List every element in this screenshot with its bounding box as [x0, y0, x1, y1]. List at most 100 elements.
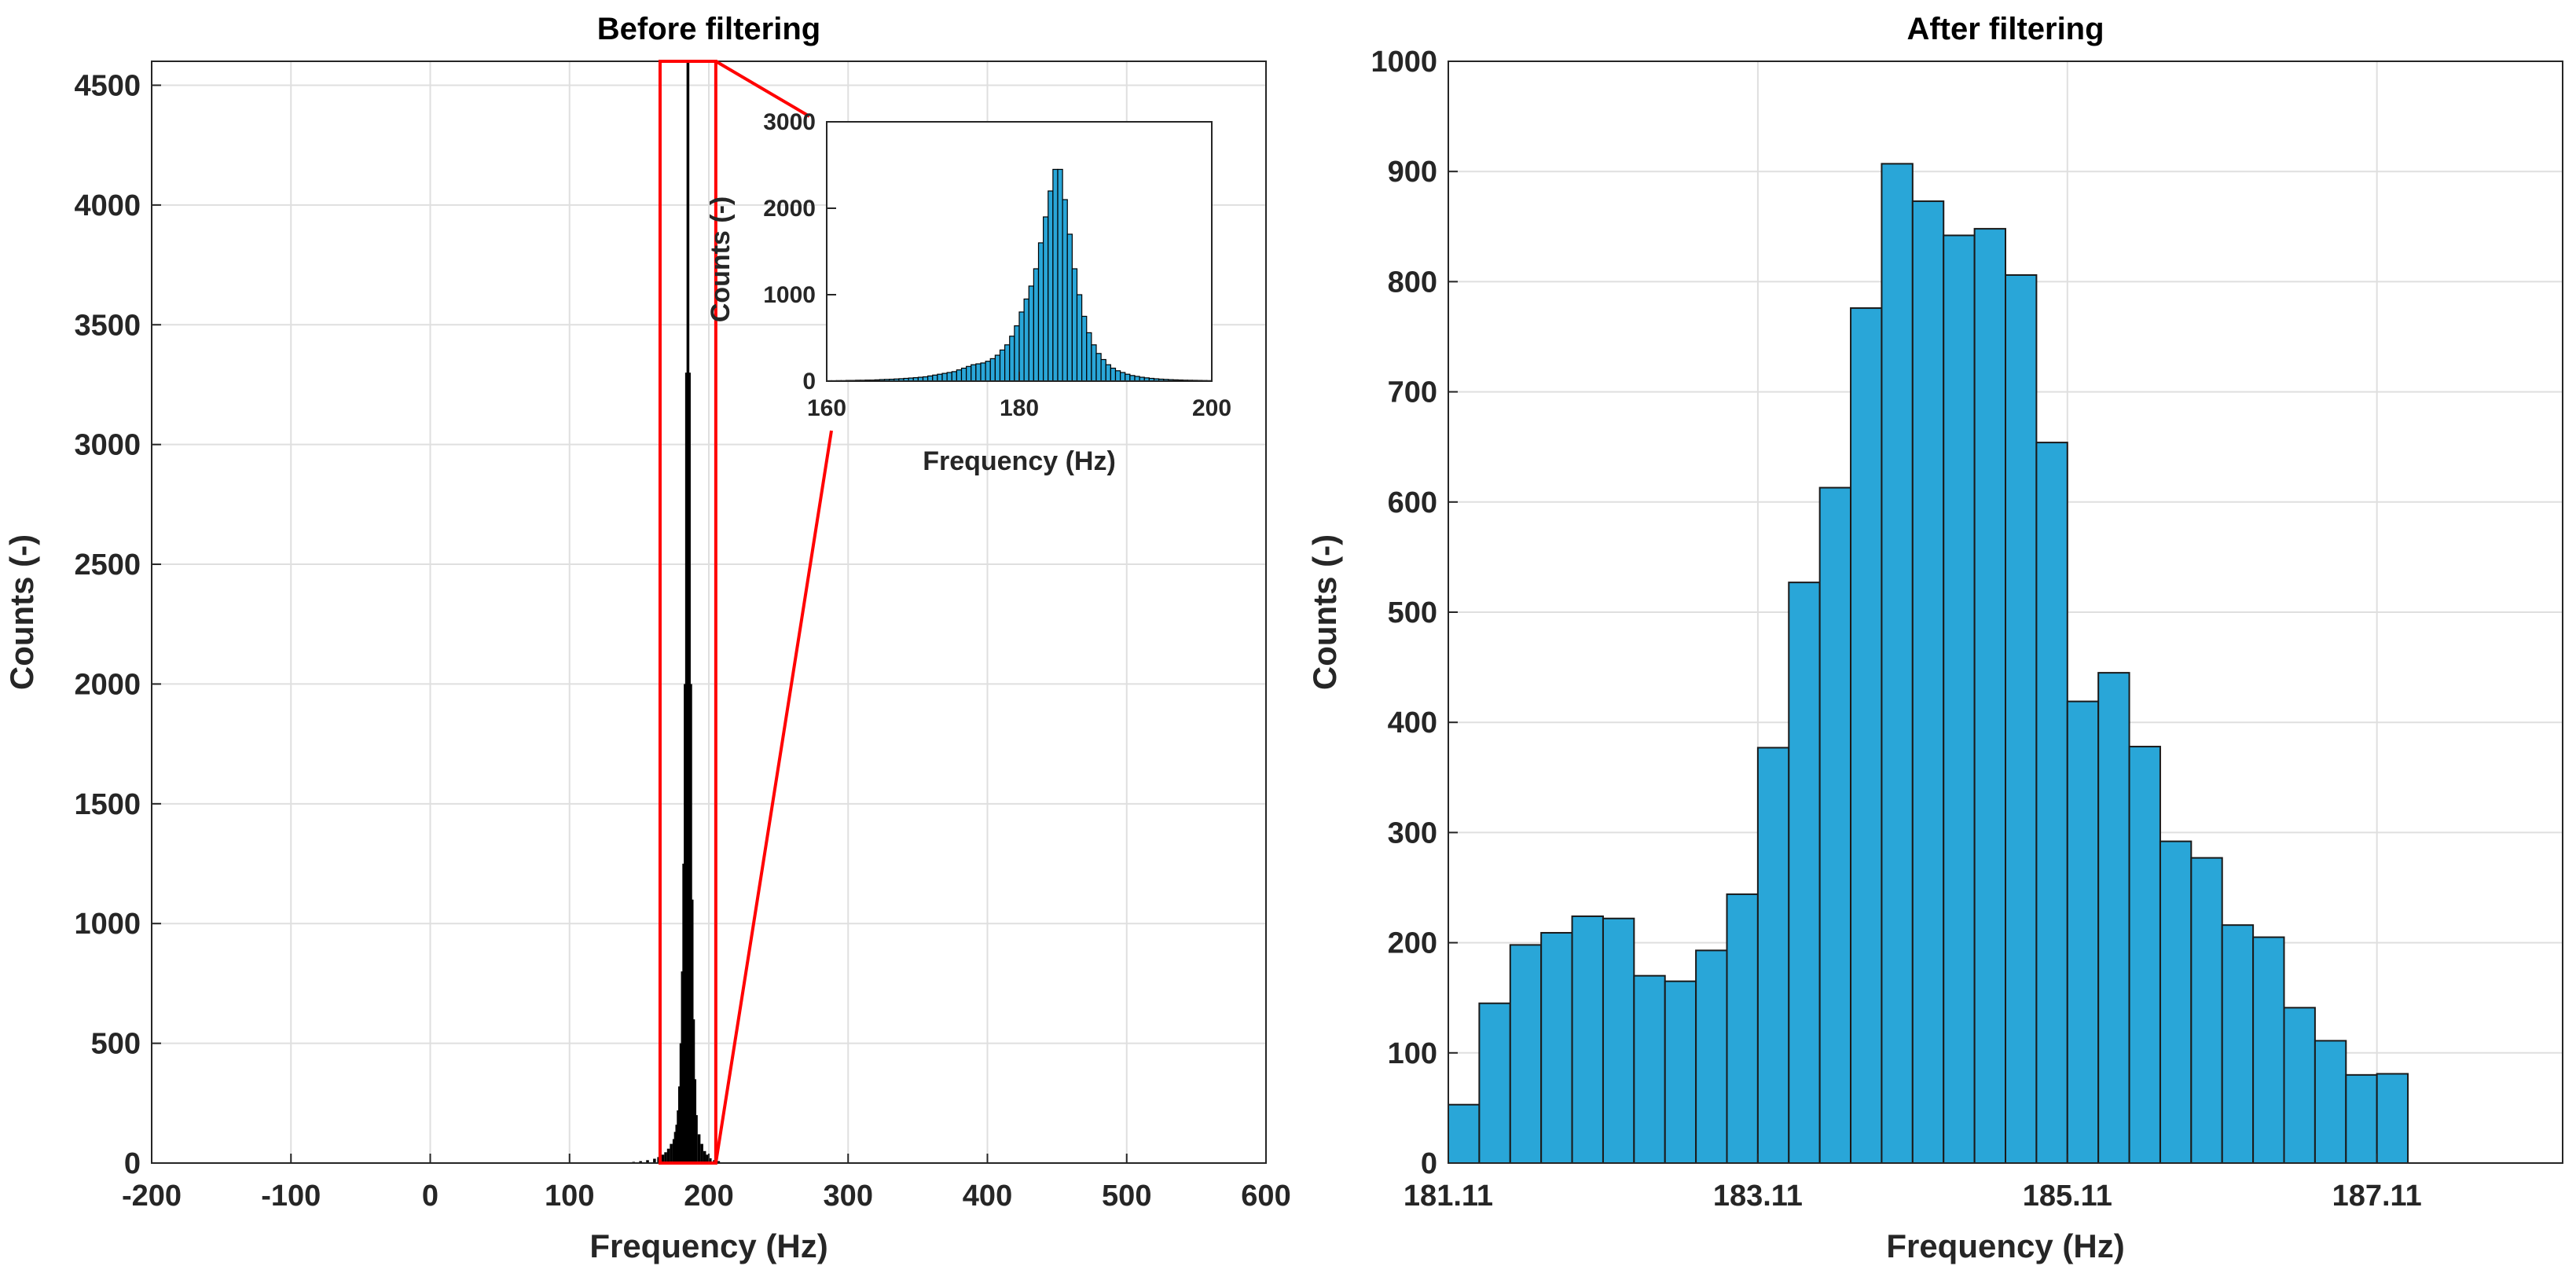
- y-tick-label: 3000: [763, 109, 816, 135]
- y-tick-label: 600: [1388, 486, 1437, 519]
- inset-bar: [1076, 294, 1083, 382]
- right-bar: [2159, 840, 2193, 1164]
- x-tick-label: 181.11: [1404, 1180, 1493, 1213]
- right-y-axis-label: Counts (-): [1306, 534, 1343, 690]
- right-bar: [1756, 747, 1790, 1164]
- right-bar: [2128, 746, 2161, 1164]
- x-tick-label: 400: [963, 1180, 1012, 1213]
- inset-x-tick-labels: 160 180 200: [807, 372, 1231, 421]
- inset-bar: [994, 354, 1001, 382]
- y-tick-label: 0: [124, 1147, 141, 1180]
- y-tick-label: 2500: [74, 549, 141, 582]
- right-x-tick-labels: 181.11 183.11 185.11 187.11: [1404, 1154, 2422, 1213]
- inset-bar: [937, 373, 943, 382]
- y-tick-label: 400: [1388, 706, 1437, 739]
- x-tick-label: 600: [1241, 1180, 1290, 1213]
- right-bar: [1602, 917, 1635, 1164]
- right-bar: [1664, 980, 1697, 1165]
- y-tick-label: 1000: [74, 908, 141, 941]
- y-tick-label: 700: [1388, 376, 1437, 409]
- left-bar: [709, 1158, 712, 1163]
- left-bar: [706, 1154, 709, 1163]
- right-bar: [1943, 234, 1976, 1164]
- inset-bar: [941, 372, 948, 382]
- inset-bar: [1037, 242, 1044, 382]
- inset-bar: [1057, 168, 1063, 382]
- x-tick-label: 500: [1102, 1180, 1151, 1213]
- inset-bar: [1071, 268, 1078, 382]
- x-tick-label: 200: [1192, 395, 1231, 421]
- right-bar: [1509, 944, 1543, 1165]
- left-bar: [670, 1143, 673, 1163]
- y-tick-label: 900: [1388, 156, 1437, 189]
- inset-bar: [1110, 367, 1117, 382]
- inset-bar: [1062, 199, 1068, 382]
- right-bar: [2376, 1073, 2409, 1164]
- inset-bar: [1052, 168, 1059, 382]
- right-histogram-axes: 181.11 183.11 185.11 187.11 0 100 200 300 400 50…: [1306, 12, 2563, 1264]
- inset-bar: [985, 361, 991, 382]
- right-title: After filtering: [1906, 12, 2104, 46]
- inset-bar: [956, 369, 963, 382]
- inset-bar: [1033, 268, 1040, 382]
- inset-bar: [1125, 373, 1131, 382]
- y-tick-label: 100: [1388, 1037, 1437, 1070]
- inset-bar: [1114, 370, 1121, 382]
- inset-bar: [1129, 375, 1136, 382]
- right-bar: [1633, 974, 1666, 1165]
- left-bar: [653, 1158, 656, 1163]
- x-tick-label: 183.11: [1713, 1180, 1803, 1213]
- left-bar: [661, 1154, 665, 1163]
- y-tick-label: 3000: [74, 429, 141, 462]
- zoom-box: [658, 60, 833, 1165]
- y-tick-label: 1500: [74, 788, 141, 821]
- right-y-tick-labels: 0 100 200 300 400 500 600 700 800 900 1000: [1371, 46, 1458, 1180]
- inset-bar: [980, 362, 986, 382]
- right-bar: [1726, 893, 1759, 1164]
- right-bar: [1850, 307, 1883, 1165]
- x-tick-label: 100: [545, 1180, 594, 1213]
- inset-bar: [1105, 364, 1111, 382]
- right-bars: [1448, 163, 2409, 1165]
- left-bar: [688, 372, 691, 1163]
- y-tick-label: 2000: [763, 196, 816, 222]
- inset-bar: [975, 363, 982, 382]
- y-tick-label: 200: [1388, 927, 1437, 960]
- left-bar: [646, 1160, 649, 1163]
- left-bar: [673, 1132, 677, 1163]
- y-tick-label: 300: [1388, 816, 1437, 849]
- inset-bar: [1081, 315, 1088, 382]
- y-tick-label: 3500: [74, 309, 141, 342]
- left-title: Before filtering: [597, 12, 820, 46]
- left-bar: [666, 1148, 670, 1163]
- right-bar: [2252, 936, 2285, 1164]
- right-bar: [1911, 200, 1945, 1165]
- right-bar: [1448, 1103, 1481, 1164]
- right-bar: [2066, 700, 2100, 1164]
- y-tick-label: 2000: [74, 668, 141, 701]
- x-tick-label: -100: [261, 1180, 321, 1213]
- inset-bar: [966, 365, 972, 382]
- y-tick-label: 1000: [1371, 46, 1437, 79]
- x-tick-label: 200: [684, 1180, 733, 1213]
- right-bar: [2005, 273, 2038, 1164]
- right-bar: [2314, 1040, 2347, 1165]
- right-bar: [1478, 1002, 1511, 1164]
- inset-bar: [999, 349, 1006, 382]
- inset-histogram-axes: 160 180 200 0 1000 2000 3000 Frequency (Hz) C…: [706, 109, 1231, 476]
- inset-bar: [1028, 285, 1034, 382]
- zoom-connector-top: [714, 60, 811, 118]
- left-bar: [695, 1115, 698, 1163]
- left-bar: [697, 1134, 701, 1163]
- inset-bar: [1023, 298, 1029, 382]
- right-bar: [2345, 1073, 2378, 1164]
- right-bar: [2097, 672, 2130, 1164]
- left-bar: [692, 1019, 695, 1163]
- inset-bar: [1018, 311, 1025, 382]
- right-x-axis-label: Frequency (Hz): [1886, 1227, 2124, 1264]
- inset-bar: [1043, 216, 1049, 382]
- right-bar: [1571, 915, 1604, 1165]
- inset-bar: [932, 374, 938, 382]
- x-tick-label: 160: [807, 395, 846, 421]
